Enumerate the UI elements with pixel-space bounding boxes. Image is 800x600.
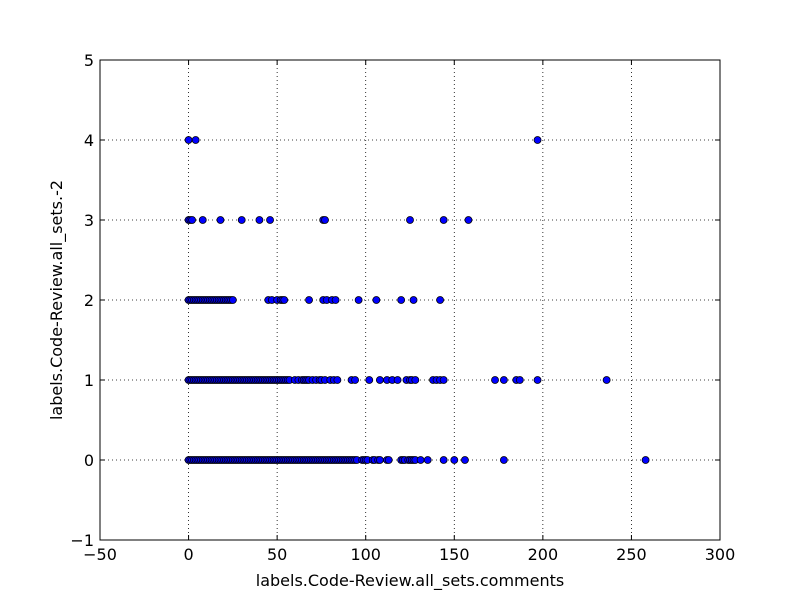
data-point	[602, 376, 611, 384]
data-point	[439, 376, 448, 384]
data-point	[188, 216, 197, 224]
x-axis-label: labels.Code-Review.all_sets.comments	[256, 571, 564, 591]
data-point	[228, 296, 237, 304]
x-tick-label: 250	[616, 545, 647, 564]
x-tick-label: 150	[439, 545, 470, 564]
data-point	[184, 136, 193, 144]
data-point	[331, 296, 340, 304]
data-point	[393, 376, 402, 384]
data-point	[641, 456, 650, 464]
x-tick-label: 0	[183, 545, 193, 564]
data-point	[354, 296, 363, 304]
y-tick-label: 2	[84, 291, 94, 310]
data-point	[416, 456, 425, 464]
x-tick-label: −50	[83, 545, 117, 564]
y-tick-labels: −1 0 1 2 3 4 5	[70, 51, 94, 550]
data-point	[266, 216, 274, 224]
data-point	[461, 456, 469, 464]
data-point	[533, 136, 542, 144]
y-axis-label: labels.Code-Review.all_sets.-2	[47, 180, 67, 420]
data-point	[397, 296, 406, 304]
data-point	[411, 376, 420, 384]
data-point	[375, 456, 384, 464]
data-point	[237, 216, 246, 224]
data-points	[184, 136, 650, 464]
tick-marks	[99, 59, 721, 541]
data-point	[351, 376, 359, 384]
data-point	[375, 376, 384, 384]
data-point	[255, 216, 264, 224]
y-tick-label: −1	[70, 531, 94, 550]
data-point	[499, 376, 508, 384]
data-point	[384, 456, 393, 464]
data-point	[409, 296, 418, 304]
data-point	[439, 456, 448, 464]
data-point	[216, 216, 225, 224]
y-tick-label: 5	[84, 51, 94, 70]
x-tick-label: 300	[705, 545, 736, 564]
x-tick-label: 50	[267, 545, 287, 564]
data-point	[515, 376, 524, 384]
data-point	[365, 376, 374, 384]
data-point	[372, 296, 381, 304]
data-point	[423, 456, 432, 464]
data-point	[321, 216, 329, 224]
y-tick-label: 1	[84, 371, 94, 390]
x-tick-labels: −50 0 50 100 150 200 250 300	[83, 545, 735, 564]
data-point	[333, 376, 342, 384]
data-point	[198, 216, 207, 224]
data-point	[305, 296, 313, 304]
data-point	[406, 216, 414, 224]
data-point	[499, 456, 508, 464]
data-point	[491, 376, 499, 384]
data-point	[191, 136, 200, 144]
x-tick-label: 200	[528, 545, 559, 564]
data-point	[280, 296, 289, 304]
y-tick-label: 3	[84, 211, 94, 230]
data-point	[436, 296, 445, 304]
data-point	[533, 376, 542, 384]
data-point	[450, 456, 459, 464]
x-tick-label: 100	[350, 545, 381, 564]
data-point	[464, 216, 473, 224]
y-tick-label: 4	[84, 131, 94, 150]
y-tick-label: 0	[84, 451, 94, 470]
data-point	[439, 216, 448, 224]
